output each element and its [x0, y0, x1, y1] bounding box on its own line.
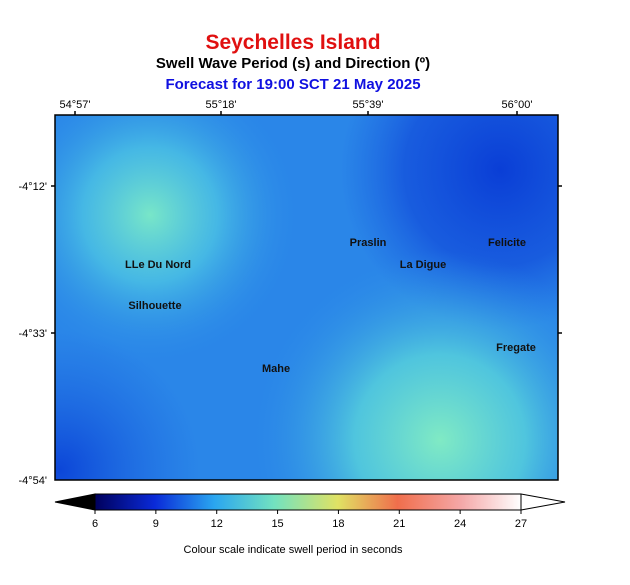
colorbar-tick-label: 9 — [153, 518, 159, 530]
places: Praslin Felicite LLe Du Nord La Digue Si… — [125, 237, 536, 375]
place-label: Praslin — [350, 237, 387, 249]
colorbar: 6 9 12 15 18 21 24 27 — [54, 493, 566, 530]
title: Seychelles Island — [205, 31, 380, 54]
map-frame — [54, 114, 559, 481]
place-label: Mahe — [262, 363, 290, 375]
colorbar-tick-label: 6 — [92, 518, 98, 530]
place-label: LLe Du Nord — [125, 259, 191, 271]
colorbar-tick-label: 27 — [515, 518, 527, 530]
lat-label: -4°33' — [18, 328, 47, 340]
colorbar-low-arrow — [54, 493, 96, 511]
lat-label: -4°54' — [18, 475, 47, 487]
colorbar-tick-label: 15 — [271, 518, 283, 530]
colorbar-bar — [94, 493, 522, 511]
colorbar-caption: Colour scale indicate swell period in se… — [184, 544, 403, 556]
lon-label: 55°39' — [353, 99, 384, 111]
lon-labels: 54°57' 55°18' 55°39' 56°00' — [60, 99, 533, 111]
lon-label: 56°00' — [502, 99, 533, 111]
lat-label: -4°12' — [18, 181, 47, 193]
lon-label: 54°57' — [60, 99, 91, 111]
colorbar-tick-label: 12 — [211, 518, 223, 530]
place-label: Fregate — [496, 342, 536, 354]
place-label: Felicite — [488, 237, 526, 249]
colorbar-tick-label: 21 — [393, 518, 405, 530]
place-label: Silhouette — [128, 300, 181, 312]
lat-labels: -4°12' -4°33' -4°54' — [18, 181, 47, 487]
place-label: La Digue — [400, 259, 446, 271]
frame-ticks — [51, 111, 562, 334]
subtitle: Swell Wave Period (s) and Direction (º) — [156, 55, 430, 72]
forecast: Forecast for 19:00 SCT 21 May 2025 — [165, 76, 420, 93]
lon-label: 55°18' — [206, 99, 237, 111]
colorbar-high-arrow — [520, 493, 566, 511]
map-field — [55, 115, 558, 480]
colorbar-tick-label: 24 — [454, 518, 466, 530]
colorbar-tick-label: 18 — [332, 518, 344, 530]
